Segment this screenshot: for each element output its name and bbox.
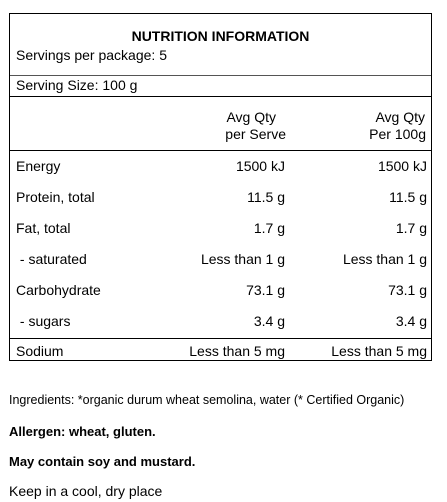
row-name: Carbohydrate — [16, 282, 101, 298]
table-row: Fat, total 1.7 g 1.7 g — [10, 220, 431, 237]
per-serve-value: 1500 kJ — [235, 158, 285, 174]
per-100g-value: 11.5 g — [389, 189, 427, 205]
per-serve-value: 3.4 g — [253, 313, 285, 329]
table-row: - sugars 3.4 g 3.4 g — [10, 313, 431, 330]
per-100g-value: 1.7 g — [395, 220, 427, 236]
divider — [10, 96, 431, 97]
servings-per-package: Servings per package: 5 — [16, 47, 167, 63]
column-header-per-serve: Avg Qty per Serve — [166, 109, 286, 143]
per-serve-value: Less than 1 g — [200, 251, 285, 267]
table-row: Sodium Less than 5 mg Less than 5 mg — [10, 343, 431, 360]
row-name: Protein, total — [16, 189, 95, 205]
per-100g-value: 73.1 g — [388, 282, 427, 298]
serving-size: Serving Size: 100 g — [16, 77, 138, 93]
per-serve-value: Less than 5 mg — [189, 343, 285, 359]
column-header-line: Avg Qty — [226, 109, 276, 125]
nutrition-panel: NUTRITION INFORMATION Servings per packa… — [9, 13, 432, 361]
table-row: Carbohydrate 73.1 g 73.1 g — [10, 282, 431, 299]
ingredients-text: Ingredients: *organic durum wheat semoli… — [9, 393, 405, 407]
row-name: - sugars — [16, 313, 71, 329]
table-row: - saturated Less than 1 g Less than 1 g — [10, 251, 431, 268]
panel-title: NUTRITION INFORMATION — [131, 28, 310, 44]
row-name: Energy — [16, 158, 61, 174]
row-name: - saturated — [16, 251, 87, 267]
allergen-text: Allergen: wheat, gluten. — [9, 424, 156, 439]
divider — [10, 150, 431, 151]
table-row: Energy 1500 kJ 1500 kJ — [10, 158, 431, 175]
row-name: Sodium — [16, 343, 64, 359]
divider — [10, 75, 431, 76]
per-100g-value: 1500 kJ — [377, 158, 427, 174]
storage-text: Keep in a cool, dry place — [9, 483, 163, 499]
column-header-line: per Serve — [225, 126, 286, 142]
may-contain-text: May contain soy and mustard. — [9, 454, 196, 469]
column-header-line: Avg Qty — [375, 109, 425, 125]
row-name: Fat, total — [16, 220, 71, 236]
table-row: Protein, total 11.5 g 11.5 g — [10, 189, 431, 206]
column-header-line: Per 100g — [369, 126, 426, 142]
column-header-per-100g: Avg Qty Per 100g — [306, 109, 426, 143]
per-100g-value: Less than 5 mg — [331, 343, 427, 359]
divider — [10, 338, 431, 339]
per-serve-value: 11.5 g — [247, 189, 285, 205]
per-serve-value: 73.1 g — [246, 282, 285, 298]
per-serve-value: 1.7 g — [253, 220, 285, 236]
per-100g-value: 3.4 g — [395, 313, 427, 329]
per-100g-value: Less than 1 g — [342, 251, 427, 267]
